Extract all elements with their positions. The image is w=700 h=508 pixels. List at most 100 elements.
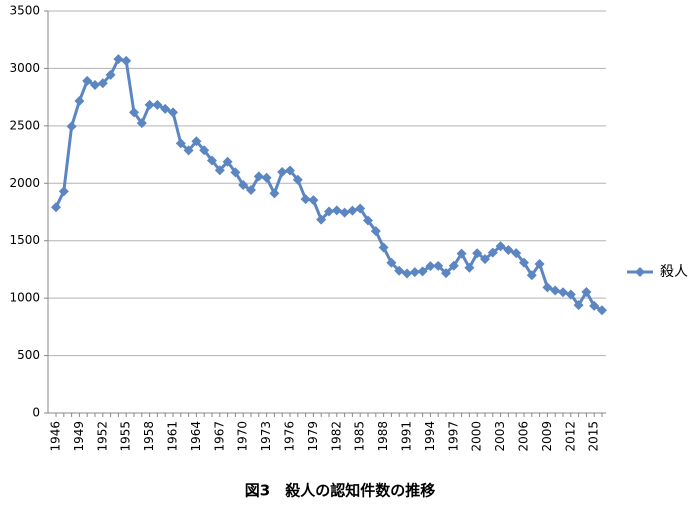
y-tick-label: 500 [17,348,40,362]
data-point [253,171,264,182]
x-tick-label: 1955 [119,421,133,452]
data-point [129,107,139,118]
x-tick-label: 1997 [446,421,460,452]
data-point [503,245,514,256]
data-point [339,207,350,218]
data-point [183,145,194,156]
x-tick-label: 1973 [259,421,273,452]
data-point [511,248,522,259]
data-point [573,300,584,311]
data-point [105,69,116,80]
x-tick-label: 1991 [400,421,414,452]
data-point [191,136,202,147]
data-point [74,96,85,107]
x-tick-label: 1967 [212,421,226,452]
data-point [589,300,600,311]
x-tick-label: 1979 [306,421,320,452]
data-point [402,268,412,279]
data-point [113,54,124,65]
data-point [121,55,132,66]
data-point [222,156,233,167]
data-point [433,260,444,271]
data-point [277,167,288,178]
data-point [90,79,100,90]
data-point [331,205,342,216]
data-point [66,121,77,132]
x-tick-label: 2003 [493,421,507,452]
data-point [347,205,358,216]
data-point [261,172,272,183]
data-point [378,242,389,253]
x-tick-label: 1988 [376,421,390,452]
legend-label: 殺人 [660,264,688,280]
data-point [292,174,303,185]
x-tick-label: 1958 [142,421,156,452]
data-point [136,118,147,129]
data-point [308,195,319,206]
x-tick-label: 1961 [166,421,180,452]
x-tick-label: 2000 [470,421,484,452]
y-tick-label: 3500 [9,4,40,18]
data-point [417,266,428,277]
x-tick-label: 1985 [353,421,367,452]
data-point [316,214,327,225]
data-point [175,138,186,149]
x-tick-label: 1949 [72,421,86,452]
data-point [495,241,506,252]
data-point [409,267,420,278]
series-line [54,57,603,312]
x-tick-label: 1982 [329,421,343,452]
data-point [565,289,576,300]
data-point [487,247,498,258]
data-point [214,165,225,176]
x-tick-label: 2015 [587,421,601,452]
data-point [152,99,163,110]
data-point [441,268,451,279]
x-tick-label: 1994 [423,421,437,452]
x-tick-label: 2009 [540,421,554,452]
data-point [464,262,475,273]
data-point [526,270,537,281]
data-point [160,103,171,114]
data-point [480,254,490,265]
data-point [269,188,280,199]
data-point [82,75,93,86]
data-point [300,194,311,205]
legend-marker [635,267,645,277]
data-point [425,261,436,272]
data-point [230,167,241,178]
data-point [238,180,249,191]
data-point [597,305,607,316]
data-point [97,78,108,89]
x-tick-label: 2006 [517,421,531,452]
data-point [519,257,529,268]
data-point [456,248,467,259]
x-tick-label: 1970 [236,421,250,452]
chart-caption: 図3 殺人の認知件数の推移 [245,482,435,500]
data-point [370,226,381,237]
data-point [472,248,483,259]
data-point [199,145,210,156]
data-point [51,202,61,213]
data-point [324,206,334,217]
data-point [246,185,256,196]
data-point [542,282,553,293]
data-point [168,107,178,118]
y-tick-label: 2500 [9,118,40,132]
data-point [534,259,545,270]
x-tick-label: 1964 [189,421,203,452]
data-point [355,203,366,214]
y-tick-label: 2000 [9,176,40,190]
data-point [207,155,217,166]
data-point [363,215,373,226]
x-tick-label: 1946 [49,421,63,452]
y-tick-label: 1000 [9,291,40,305]
data-point [394,265,405,276]
data-point [58,186,69,197]
y-tick-label: 1500 [9,233,40,247]
data-point [285,165,295,176]
y-tick-label: 0 [32,406,40,420]
data-point [448,260,459,271]
data-point [581,286,592,297]
